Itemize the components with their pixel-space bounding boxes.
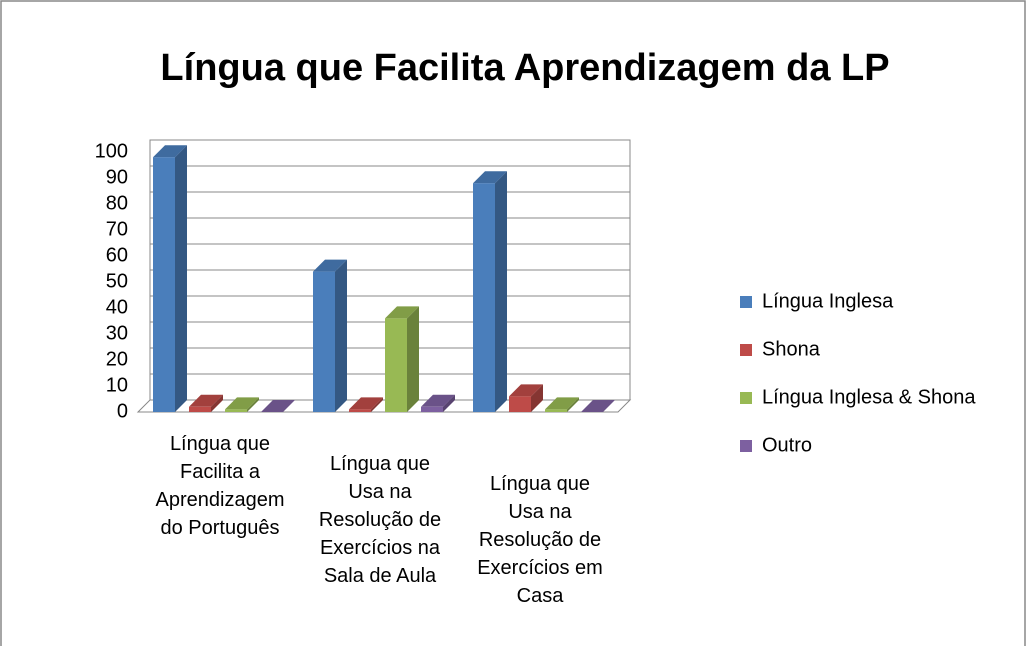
legend-label: Língua Inglesa & Shona [762, 386, 976, 408]
bar-top [189, 394, 223, 407]
bar-top [153, 145, 187, 158]
x-tick-line: Exercícios em [477, 557, 603, 579]
x-tick-label: Língua que Usa na Resolução de Exercícios e… [477, 473, 603, 607]
y-tick-label: 0 [117, 400, 128, 422]
bar [545, 409, 567, 412]
bar [509, 396, 531, 412]
legend-label: Língua Inglesa [762, 290, 894, 312]
bar-side [335, 259, 347, 412]
x-tick-line: Sala de Aula [324, 565, 437, 587]
legend-swatch [740, 296, 752, 308]
bar-side [247, 397, 259, 412]
y-tick-label: 40 [106, 296, 128, 318]
bar-side [371, 397, 383, 412]
chart-title: Língua que Facilita Aprendizagem da LP [160, 47, 889, 89]
x-tick-line: Exercícios na [320, 537, 441, 559]
x-tick-line: Usa na [508, 501, 572, 523]
x-tick-line: do Português [161, 517, 280, 539]
x-tick-line: Resolução de [479, 529, 601, 551]
legend-swatch [740, 440, 752, 452]
y-tick-label: 10 [106, 374, 128, 396]
bar-top [385, 306, 419, 319]
bar [189, 406, 211, 412]
legend-swatch [740, 344, 752, 356]
y-tick-label: 90 [106, 166, 128, 188]
y-tick-label: 100 [95, 140, 128, 162]
bar [349, 409, 371, 412]
bar-top [545, 397, 579, 410]
x-tick-line: Casa [517, 585, 565, 607]
bar-top [581, 400, 615, 412]
y-tick-label: 80 [106, 192, 128, 214]
bar-side [211, 394, 223, 412]
bar-top [225, 397, 259, 410]
bar-side [407, 306, 419, 412]
bar [421, 406, 443, 412]
y-tick-label: 70 [106, 218, 128, 240]
y-tick-label: 30 [106, 322, 128, 344]
x-tick-line: Usa na [348, 481, 412, 503]
x-tick-line: Resolução de [319, 509, 441, 531]
x-tick-line: Língua que [170, 433, 270, 455]
legend-label: Outro [762, 434, 812, 456]
bar-side [567, 397, 579, 412]
legend-swatch [740, 392, 752, 404]
bar-top [509, 384, 543, 397]
bar [473, 183, 495, 412]
y-tick-label: 60 [106, 244, 128, 266]
bar [225, 409, 247, 412]
legend-label: Shona [762, 338, 821, 360]
x-tick-line: Aprendizagem [156, 489, 285, 511]
bar [385, 318, 407, 412]
bar-side [495, 171, 507, 412]
bar-top [313, 259, 347, 272]
x-tick-line: Língua que [490, 473, 590, 495]
bar-side [531, 384, 543, 412]
bar-side [175, 145, 187, 412]
bar-side [443, 394, 455, 412]
bar-top [421, 394, 455, 407]
bar-top [261, 400, 295, 412]
x-tick-label: Língua que Facilita a Aprendizagem do Portu… [156, 433, 285, 539]
bar-top [473, 171, 507, 184]
y-tick-label: 50 [106, 270, 128, 292]
y-tick-label: 20 [106, 348, 128, 370]
bar [153, 157, 175, 412]
x-tick-line: Facilita a [180, 461, 261, 483]
x-tick-label: Língua que Usa na Resolução de Exercícios n… [319, 453, 441, 587]
x-tick-line: Língua que [330, 453, 430, 475]
bar-top [349, 397, 383, 410]
bar [313, 271, 335, 412]
